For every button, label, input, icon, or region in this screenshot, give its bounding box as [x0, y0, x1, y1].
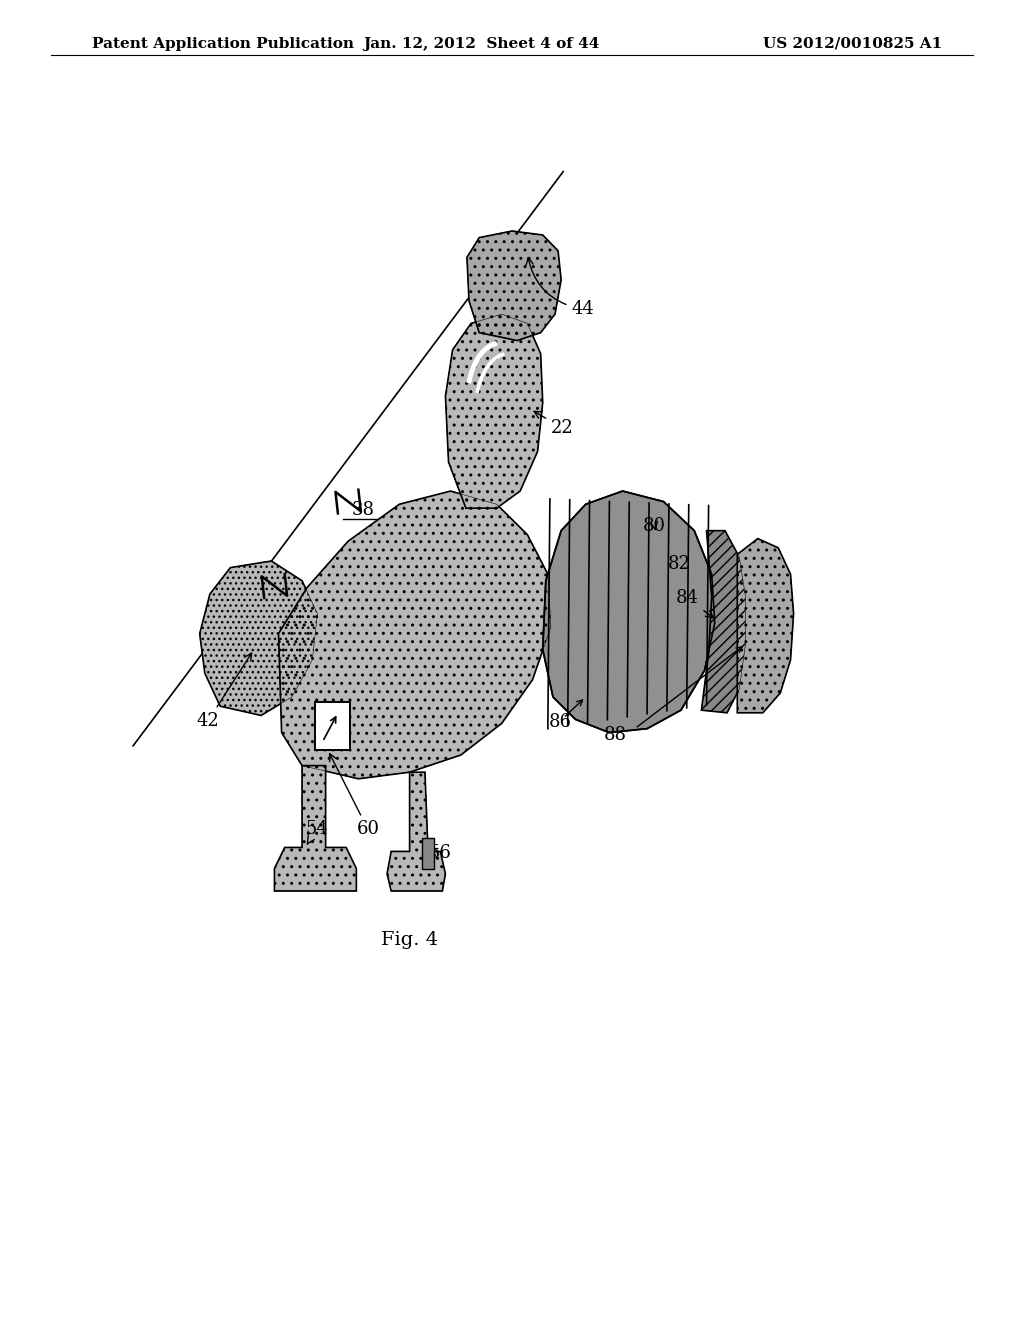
Text: Fig. 4: Fig. 4 — [381, 931, 438, 949]
Text: 60: 60 — [330, 754, 379, 838]
Text: 88: 88 — [604, 726, 627, 744]
Text: 56: 56 — [428, 843, 451, 862]
Text: 22: 22 — [535, 412, 573, 437]
Text: Patent Application Publication: Patent Application Publication — [92, 37, 354, 51]
Polygon shape — [737, 539, 794, 713]
Polygon shape — [467, 231, 561, 341]
Text: 54: 54 — [305, 820, 328, 843]
Polygon shape — [200, 561, 317, 715]
Polygon shape — [701, 531, 745, 713]
Text: 42: 42 — [197, 653, 252, 730]
Text: 82: 82 — [668, 554, 690, 573]
Text: 86: 86 — [549, 713, 571, 731]
Polygon shape — [274, 766, 356, 891]
Text: 84: 84 — [676, 589, 714, 618]
Text: 38: 38 — [352, 500, 375, 519]
Polygon shape — [543, 491, 715, 733]
Text: US 2012/0010825 A1: US 2012/0010825 A1 — [763, 37, 942, 51]
Polygon shape — [387, 772, 445, 891]
Polygon shape — [315, 702, 350, 750]
Text: 80: 80 — [643, 516, 666, 535]
Text: 44: 44 — [526, 257, 594, 318]
Polygon shape — [279, 491, 551, 779]
Text: Jan. 12, 2012  Sheet 4 of 44: Jan. 12, 2012 Sheet 4 of 44 — [364, 37, 599, 51]
Polygon shape — [422, 838, 434, 869]
Polygon shape — [445, 314, 543, 508]
